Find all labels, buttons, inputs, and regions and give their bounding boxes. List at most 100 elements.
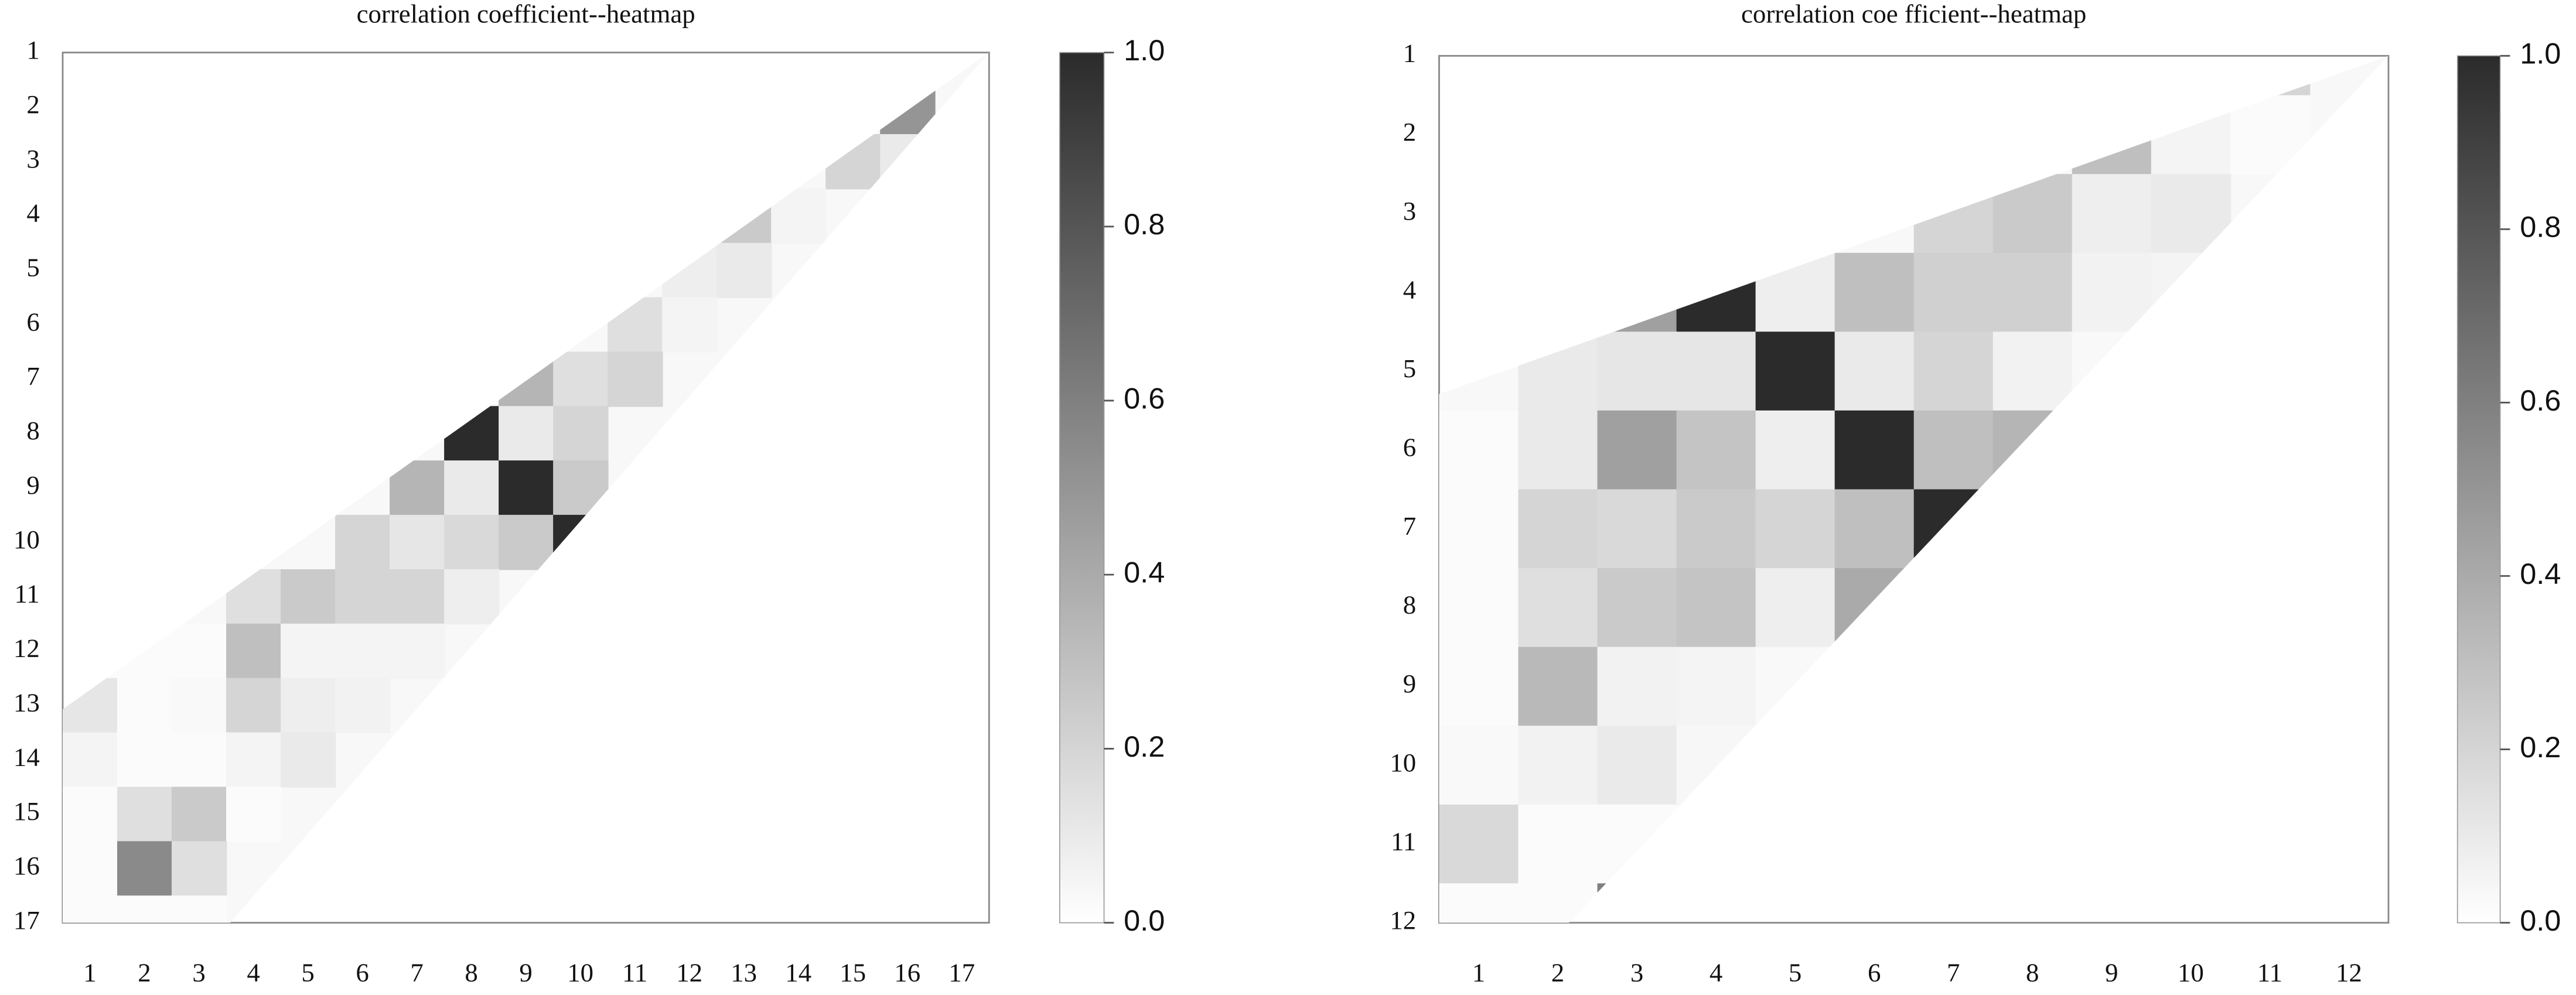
y-tick-label: 2 [1403, 117, 1416, 146]
cell [1992, 331, 2073, 412]
y-tick-label: 3 [1403, 196, 1416, 225]
cell [335, 623, 391, 679]
cell [226, 732, 282, 788]
x-tick-label: 4 [1710, 958, 1722, 987]
cell [1676, 568, 1757, 648]
y-tick-label: 11 [15, 579, 40, 608]
y-tick-label: 9 [1403, 669, 1416, 698]
cell [1676, 410, 1757, 490]
cell [662, 297, 718, 353]
cell [1439, 568, 1519, 648]
x-tick-label: 5 [301, 958, 314, 987]
cell [444, 460, 500, 516]
cell [1597, 331, 1677, 412]
y-tick-label: 7 [26, 361, 39, 391]
x-tick-label: 11 [622, 958, 647, 987]
y-tick-label: 1 [1403, 39, 1416, 68]
cell [2072, 174, 2152, 254]
cell [1992, 252, 2073, 333]
cell [117, 895, 173, 923]
x-tick-label: 8 [2026, 958, 2039, 987]
cell [117, 787, 173, 842]
cell [117, 841, 173, 897]
x-tick-label: 7 [1947, 958, 1960, 987]
colorbar-tick-label: 0.2 [2520, 730, 2561, 764]
x-tick-label: 12 [676, 958, 702, 987]
cell [1518, 726, 1598, 806]
colorbar-tick-label: 0.8 [1124, 207, 1165, 241]
cells [1439, 56, 2311, 923]
cell [1834, 489, 1915, 569]
colorbar-tick-label: 0.4 [1124, 556, 1165, 589]
x-tick-label: 11 [2257, 958, 2282, 987]
x-tick-label: 12 [2336, 958, 2362, 987]
cell [1439, 804, 1519, 884]
cell [1439, 883, 1519, 923]
x-tick-label: 9 [519, 958, 532, 987]
cell [226, 678, 282, 733]
cell [1834, 410, 1915, 490]
colorbar-tick-label: 0.8 [2520, 210, 2561, 244]
cell [62, 895, 118, 923]
cell [62, 841, 118, 897]
cell [281, 569, 336, 625]
cell [444, 569, 500, 625]
colorbar-tick-label: 0.4 [2520, 557, 2561, 590]
y-tick-label: 10 [1390, 748, 1416, 777]
colorbar: 0.0 0.2 0.4 0.6 0.8 1.0 [2456, 37, 2561, 937]
cell [390, 515, 445, 570]
cell [553, 406, 609, 461]
cell [1913, 331, 1994, 412]
cells-clip [1439, 56, 2311, 923]
y-tick-label: 6 [26, 307, 39, 336]
cell [1913, 410, 1994, 490]
cell [1518, 489, 1598, 569]
x-tick-label: 1 [83, 958, 96, 987]
colorbar-tick-label: 0.2 [1124, 730, 1165, 763]
x-tick-label: 10 [567, 958, 593, 987]
cell [335, 515, 391, 570]
cell [1597, 647, 1677, 727]
x-tick-label: 2 [138, 958, 151, 987]
cell [2072, 252, 2152, 333]
cell [62, 732, 118, 788]
cell [1597, 726, 1677, 806]
cell [1439, 647, 1519, 727]
cell [499, 406, 554, 461]
chart-title: correlation coefficient--heatmap [357, 0, 695, 28]
x-tick-label: 15 [840, 958, 866, 987]
colorbar-scale [2456, 55, 2501, 924]
y-tick-label: 15 [13, 796, 40, 826]
y-tick-label: 1 [26, 35, 39, 64]
cell [553, 351, 609, 407]
cell [1518, 568, 1598, 648]
cell [335, 678, 391, 733]
cell [335, 569, 391, 625]
x-tick-label: 6 [356, 958, 369, 987]
cell [499, 460, 554, 516]
colorbar-tick-label: 1.0 [2520, 37, 2561, 70]
cell [172, 732, 227, 788]
x-tick-label: 10 [2178, 958, 2204, 987]
y-tick-label: 17 [13, 905, 40, 935]
cell [172, 841, 227, 897]
cell [117, 732, 173, 788]
x-tick-label: 8 [465, 958, 477, 987]
x-tick-label: 14 [785, 958, 811, 987]
y-tick-label: 13 [13, 688, 40, 717]
y-tick-label: 3 [26, 144, 39, 173]
x-tick-label: 9 [2105, 958, 2118, 987]
y-tick-label: 6 [1403, 432, 1416, 461]
x-tick-label: 13 [731, 958, 757, 987]
colorbar-scale [1059, 52, 1105, 924]
colorbar-tick-label: 0.0 [2520, 904, 2561, 937]
cell [1755, 489, 1836, 569]
y-tick-label: 8 [1403, 590, 1416, 620]
y-tick-label: 5 [1403, 354, 1416, 383]
x-tick-label: 5 [1789, 958, 1802, 987]
y-tick-label: 2 [26, 90, 39, 119]
cell [1676, 489, 1757, 569]
cell [390, 623, 445, 679]
y-tick-label: 4 [1403, 275, 1416, 304]
